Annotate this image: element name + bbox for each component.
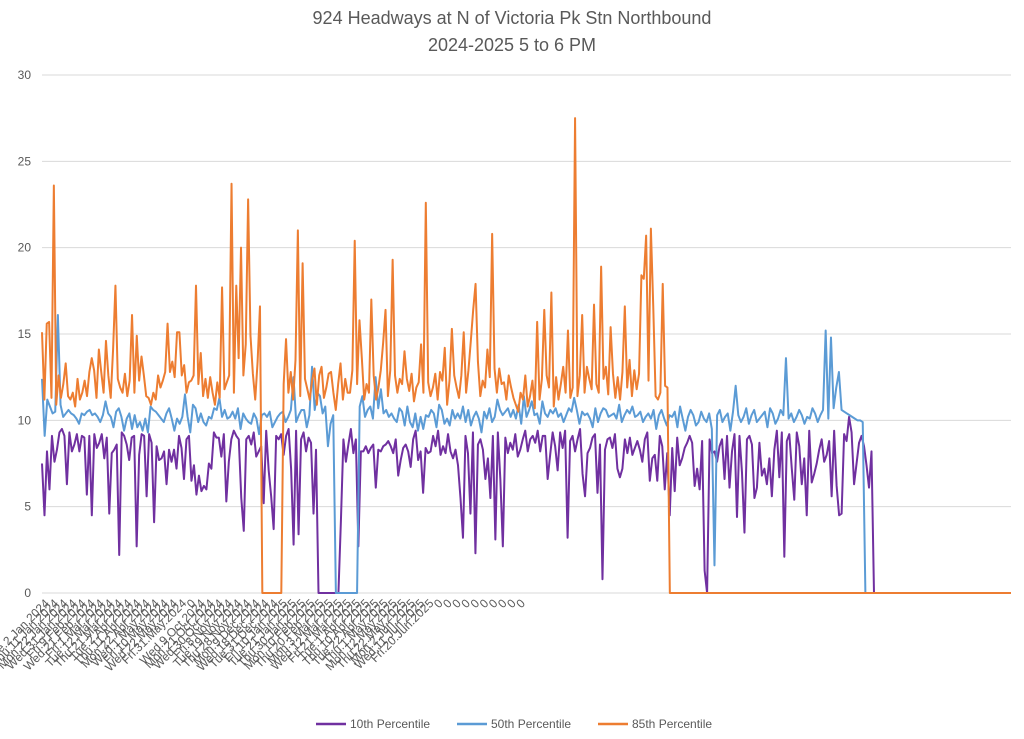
y-tick-label: 10: [18, 413, 32, 427]
y-tick-label: 20: [18, 241, 32, 255]
y-tick-label: 5: [24, 500, 31, 514]
y-tick-label: 0: [24, 586, 31, 600]
gridlines: [42, 74, 1011, 594]
series-line-p10: [41, 415, 1011, 594]
series-line-p85: [41, 117, 1011, 594]
series-lines: [41, 117, 1011, 594]
x-axis-tick-labels: Tue.2.Jan.2024Thu.11.Jan.2024Mon.22.Jan.…: [0, 596, 528, 674]
legend-label-p85: 85th Percentile: [632, 717, 712, 731]
legend-label-p50: 50th Percentile: [491, 717, 571, 731]
y-axis-tick-labels: 0 5 10 15 20 25 30: [18, 68, 32, 600]
legend: 10th Percentile 50th Percentile 85th Perce…: [316, 717, 712, 731]
y-tick-label: 15: [18, 327, 32, 341]
series-line-p50: [41, 314, 1011, 594]
chart-subtitle: 2024-2025 5 to 6 PM: [428, 35, 596, 55]
y-tick-label: 25: [18, 154, 32, 168]
y-tick-label: 30: [18, 68, 32, 82]
legend-label-p10: 10th Percentile: [350, 717, 430, 731]
chart-title: 924 Headways at N of Victoria Pk Stn Nor…: [313, 8, 712, 28]
